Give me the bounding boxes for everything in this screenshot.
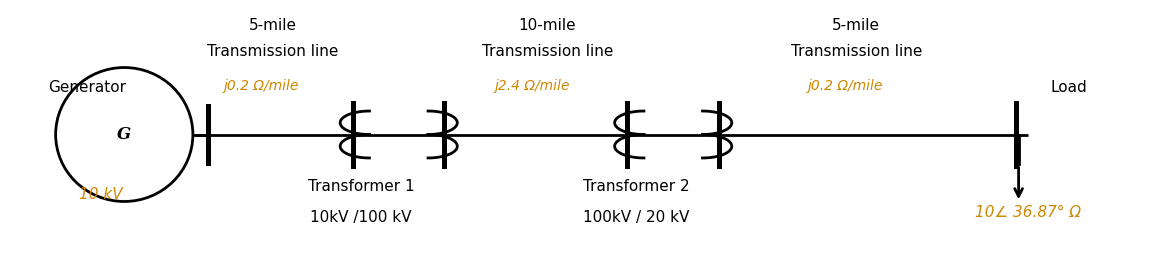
Text: Transformer 1: Transformer 1 [308, 179, 415, 194]
Text: j2.4 Ω/mile: j2.4 Ω/mile [495, 79, 570, 93]
Text: 10 kV: 10 kV [78, 187, 122, 202]
Text: 5-mile: 5-mile [249, 17, 297, 33]
Text: j0.2 Ω/mile: j0.2 Ω/mile [808, 79, 882, 93]
Text: G: G [118, 126, 131, 143]
Text: Transmission line: Transmission line [482, 44, 613, 59]
Text: Generator: Generator [47, 80, 126, 95]
Text: 100kV / 20 kV: 100kV / 20 kV [583, 210, 690, 225]
Text: Load: Load [1051, 80, 1087, 95]
Text: 10-mile: 10-mile [518, 17, 576, 33]
Text: Transmission line: Transmission line [790, 44, 922, 59]
Text: Transmission line: Transmission line [207, 44, 339, 59]
Text: Transformer 2: Transformer 2 [583, 179, 690, 194]
Text: 5-mile: 5-mile [832, 17, 880, 33]
Text: 10∠ 36.87° Ω: 10∠ 36.87° Ω [975, 205, 1081, 220]
Text: 10kV /100 kV: 10kV /100 kV [310, 210, 411, 225]
Text: j0.2 Ω/mile: j0.2 Ω/mile [223, 79, 300, 93]
